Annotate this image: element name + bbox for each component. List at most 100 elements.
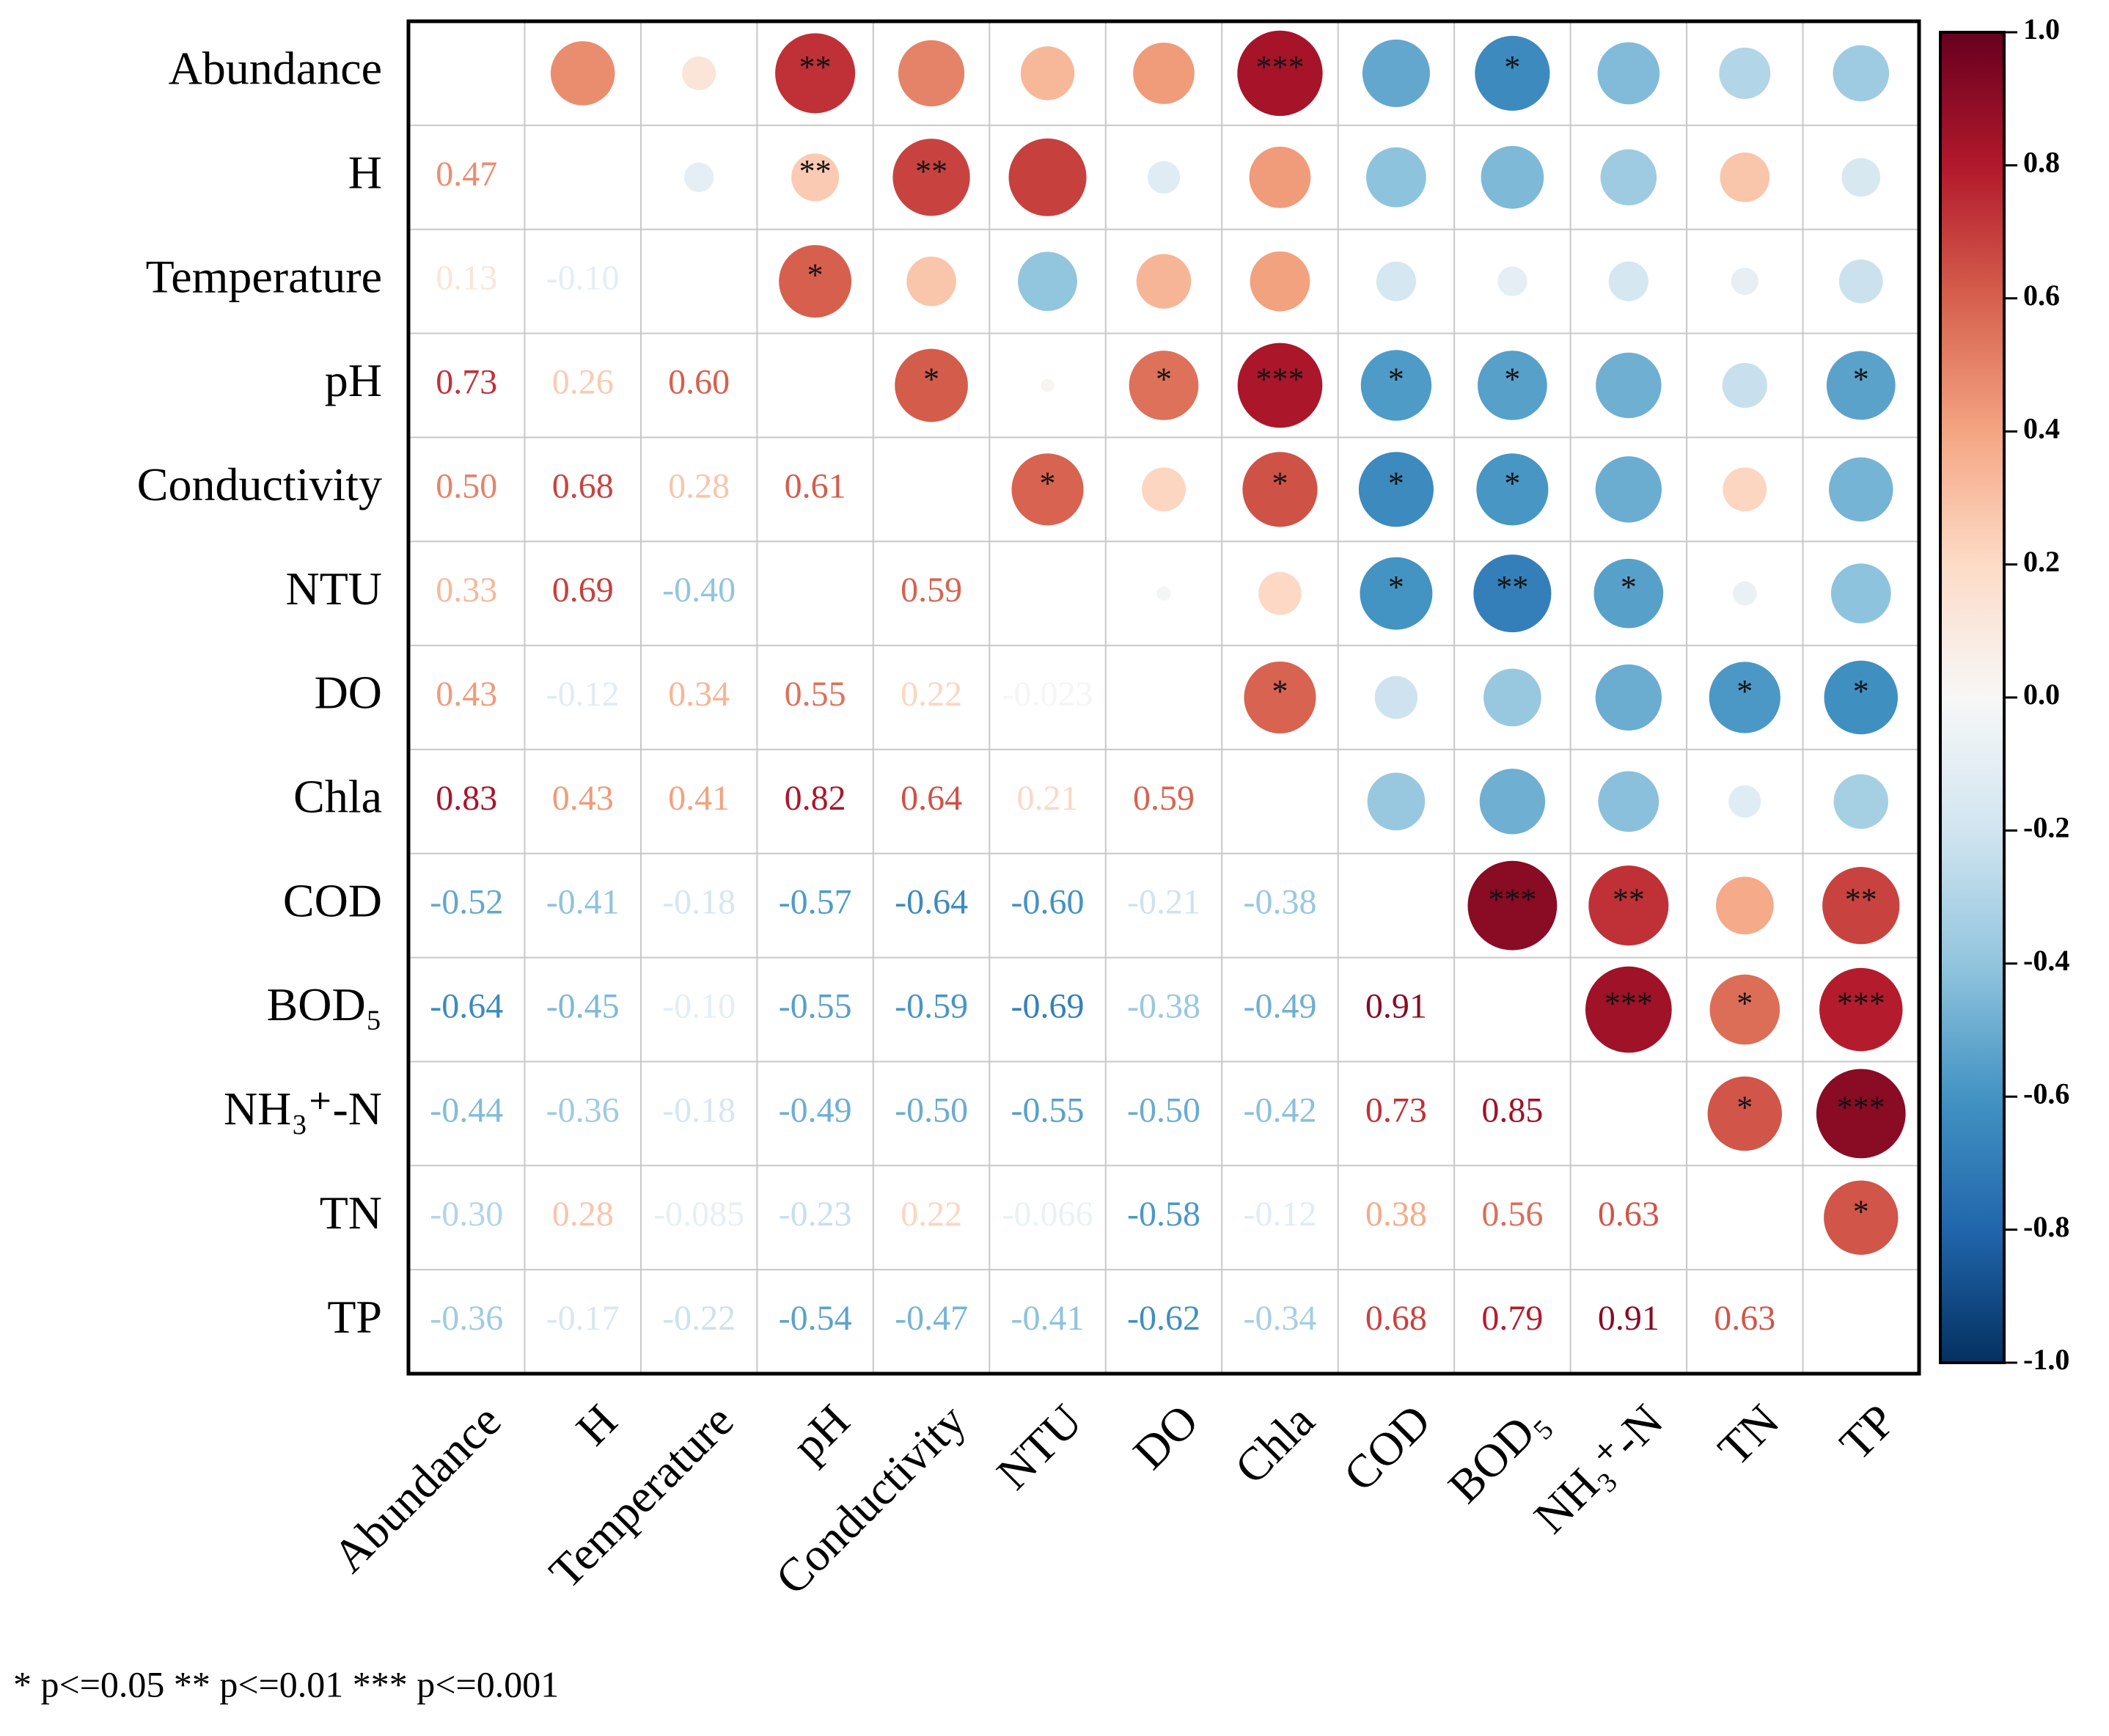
correlation-label: -0.085 [653,1195,744,1234]
correlation-label: 0.64 [901,779,962,818]
colorbar-tick-label: 0.8 [2023,146,2060,179]
correlation-circle [1011,453,1084,526]
significance-note: * p<=0.05 ** p<=0.01 *** p<=0.001 [13,1663,559,1704]
correlation-circle [1475,35,1550,111]
row-label: H [348,146,382,198]
correlation-circle [906,256,956,307]
significance-stars: *** [1604,986,1653,1022]
row-label: Abundance [169,43,382,95]
correlation-label: -0.58 [1127,1195,1200,1234]
column-label: COD [1333,1394,1440,1501]
correlation-circle [1147,161,1181,194]
correlation-circle [1709,662,1780,733]
correlation-label: -0.60 [1011,883,1085,922]
correlation-circle [550,41,615,106]
significance-stars: * [1621,569,1637,605]
correlation-circle [682,56,716,90]
correlation-circle [1826,351,1896,420]
correlation-circle [1707,1076,1782,1151]
correlation-label: -0.17 [546,1299,620,1338]
correlation-circle [1374,675,1418,719]
correlation-circle [1481,145,1544,209]
correlation-label: 0.83 [436,779,497,818]
correlation-circle [1595,664,1662,731]
correlation-circle [1020,46,1075,100]
correlation-circle [898,40,965,107]
correlation-label: -0.12 [546,675,620,714]
significance-stars: * [1736,986,1753,1022]
correlation-label: -0.62 [1127,1299,1200,1338]
row-label: TN [320,1187,382,1239]
column-label: H [566,1394,627,1455]
colorbar-tick-label: -0.4 [2023,944,2069,977]
correlation-circle [1358,452,1434,527]
correlation-circle [1362,39,1430,107]
correlation-label: -0.47 [895,1299,968,1338]
correlation-label: -0.44 [430,1091,503,1129]
correlation-circle [1588,865,1669,946]
significance-stars: * [1388,569,1404,605]
correlation-circle [1838,259,1883,304]
correlation-label: 0.59 [1133,779,1195,818]
significance-stars: * [1272,465,1288,501]
significance-stars: *** [1837,986,1885,1022]
correlation-circle [1041,378,1054,392]
correlation-circle [1595,456,1662,523]
significance-stars: ** [1845,882,1877,918]
colorbar-tick-label: -0.2 [2023,811,2069,844]
significance-stars: * [1736,673,1753,709]
correlation-circle [1598,771,1659,832]
correlation-circle [1830,563,1891,624]
colorbar-tick-label: 1.0 [2023,12,2060,45]
correlation-circle [1722,362,1767,409]
correlation-label: 0.85 [1481,1091,1543,1129]
correlation-circle [1129,351,1199,420]
row-label: BOD₅ [267,978,382,1030]
correlation-circle [1597,42,1660,105]
significance-stars: * [1040,465,1056,501]
correlation-label: -0.55 [1011,1091,1085,1129]
correlation-label: 0.28 [668,466,730,505]
row-label: TP [327,1291,382,1343]
correlation-circle [1360,350,1432,421]
row-label: DO [315,667,382,719]
row-label: COD [283,874,382,926]
column-label: NH₃⁺-N [1524,1394,1673,1543]
correlation-circle [1366,147,1426,208]
correlation-label: 0.63 [1714,1299,1775,1338]
correlation-circle [1715,876,1774,935]
correlation-circle [1833,774,1888,829]
correlation-label: -0.38 [1243,883,1316,922]
correlation-circle [892,139,970,216]
correlation-label: 0.28 [552,1195,614,1234]
correlation-circle [1728,785,1761,818]
correlation-circle [1816,1069,1906,1159]
correlation-label: 0.34 [668,675,730,714]
correlation-circle [1376,261,1417,301]
correlation-circle [1258,571,1302,615]
correlation-circle [1841,158,1881,197]
correlation-circle [1018,252,1077,311]
correlation-circle [1237,30,1323,117]
correlation-circle [1360,557,1433,630]
correlation-circle [1723,467,1767,512]
correlation-circle [1596,352,1662,419]
correlation-label: -0.41 [1011,1299,1085,1338]
correlation-circle [1008,138,1087,216]
correlation-label: 0.68 [552,466,614,505]
correlation-label: 0.22 [901,1195,962,1234]
correlation-circle [1829,457,1893,522]
significance-stars: *** [1255,49,1304,85]
correlation-circle [1732,581,1757,606]
column-label: TP [1830,1394,1905,1470]
correlation-circle [1608,261,1648,301]
colorbar-tick-label: 0.4 [2023,411,2060,444]
correlation-circle [1478,351,1547,420]
correlation-label: -0.57 [779,883,852,922]
significance-stars: * [1853,673,1869,709]
correlation-circle [895,348,968,422]
correlation-circle [1824,660,1899,735]
correlation-circle [1242,452,1318,527]
correlation-circle [1709,974,1780,1045]
correlation-circle [1476,453,1549,526]
